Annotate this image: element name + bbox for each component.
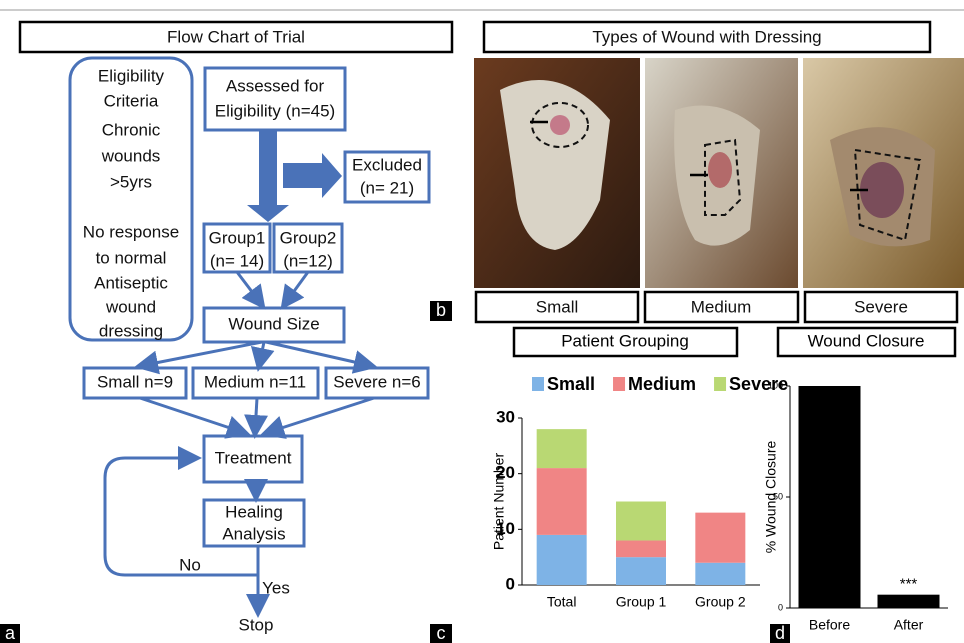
node-text: wound xyxy=(105,297,156,316)
node-text: (n= 14) xyxy=(210,251,264,270)
annotation: *** xyxy=(900,576,918,593)
node-text: Antiseptic xyxy=(94,273,168,292)
node-text: Group1 xyxy=(209,228,266,247)
bar-segment xyxy=(616,540,666,557)
photos: Small Medium Severe xyxy=(474,58,964,322)
node-text: Excluded xyxy=(352,155,422,174)
arrow xyxy=(284,272,308,305)
bar-segment xyxy=(537,429,587,468)
y-tick-label: 20 xyxy=(496,463,515,482)
y-tick-label: 10 xyxy=(496,519,515,538)
legend-swatch xyxy=(532,377,544,391)
x-tick-label: Group 2 xyxy=(695,594,746,610)
y-tick-label: 0 xyxy=(506,574,515,593)
y-tick-label: 0 xyxy=(778,602,783,612)
node-text: (n= 21) xyxy=(360,178,414,197)
bar-segment xyxy=(616,557,666,585)
node-text: Severe n=6 xyxy=(333,372,420,391)
arrow xyxy=(266,398,374,433)
arrow xyxy=(140,398,245,433)
node-text: >5yrs xyxy=(110,172,152,191)
x-tick-label: Total xyxy=(547,594,577,610)
arrow xyxy=(266,342,372,366)
node-text: Medium n=11 xyxy=(204,372,306,391)
arrow-head xyxy=(178,446,202,470)
bar-segment xyxy=(616,502,666,541)
photo-caption: Small xyxy=(536,297,579,316)
wound xyxy=(708,152,732,188)
figure: Flow Chart of Trial Eligibility Criteria… xyxy=(0,0,964,643)
x-tick-label: Group 1 xyxy=(616,594,667,610)
node-text: Chronic xyxy=(102,120,161,139)
y-tick-label: 100 xyxy=(768,380,783,390)
bar-segment xyxy=(537,468,587,535)
node-text: Assessed for xyxy=(226,76,325,95)
panel-label: c xyxy=(437,623,446,643)
legend-label: Small xyxy=(547,374,595,394)
node-text: No response xyxy=(83,222,179,241)
node-text: Criteria xyxy=(104,91,159,110)
node-text: Wound Size xyxy=(228,314,319,333)
legend-swatch xyxy=(613,377,625,391)
arrow xyxy=(259,342,264,366)
chart-title: Patient Grouping xyxy=(561,331,689,350)
bar-segment xyxy=(537,535,587,585)
node-text: wounds xyxy=(101,146,161,165)
photo-caption: Severe xyxy=(854,297,908,316)
node-text: Eligibility xyxy=(98,66,165,85)
node-text: Stop xyxy=(239,615,274,634)
node-text: to normal xyxy=(96,248,167,267)
big-arrow xyxy=(283,153,342,198)
node-text: Healing xyxy=(225,502,283,521)
bar xyxy=(878,595,940,608)
arrow xyxy=(237,272,262,305)
y-tick-label: 50 xyxy=(773,491,783,501)
photos-title: Types of Wound with Dressing xyxy=(592,27,821,46)
chart-title: Wound Closure xyxy=(808,331,925,350)
node-text: dressing xyxy=(99,321,163,340)
edge-label: No xyxy=(179,555,201,574)
big-arrow xyxy=(247,130,289,222)
panel-label: b xyxy=(436,300,446,320)
edge-label: Yes xyxy=(262,578,290,597)
arrow xyxy=(140,342,262,366)
legend-label: Medium xyxy=(628,374,696,394)
x-tick-label: Before xyxy=(809,617,850,633)
x-tick-label: After xyxy=(894,617,924,633)
legend-swatch xyxy=(714,377,726,391)
wound xyxy=(550,115,570,135)
node-text: Analysis xyxy=(222,524,285,543)
node-text: (n=12) xyxy=(283,251,333,270)
node-text: Small n=9 xyxy=(97,372,173,391)
panel-label: d xyxy=(775,623,785,643)
photo-caption: Medium xyxy=(691,297,751,316)
node-text: Group2 xyxy=(280,228,337,247)
y-tick-label: 30 xyxy=(496,407,515,426)
bar-segment xyxy=(695,513,745,563)
panel-label: a xyxy=(5,623,16,643)
node-text: Eligibility (n=45) xyxy=(215,101,335,120)
bar-segment xyxy=(695,563,745,585)
node-text: Treatment xyxy=(215,448,292,467)
bar xyxy=(799,386,861,608)
flowchart-title: Flow Chart of Trial xyxy=(167,27,305,46)
arrow xyxy=(255,398,257,433)
